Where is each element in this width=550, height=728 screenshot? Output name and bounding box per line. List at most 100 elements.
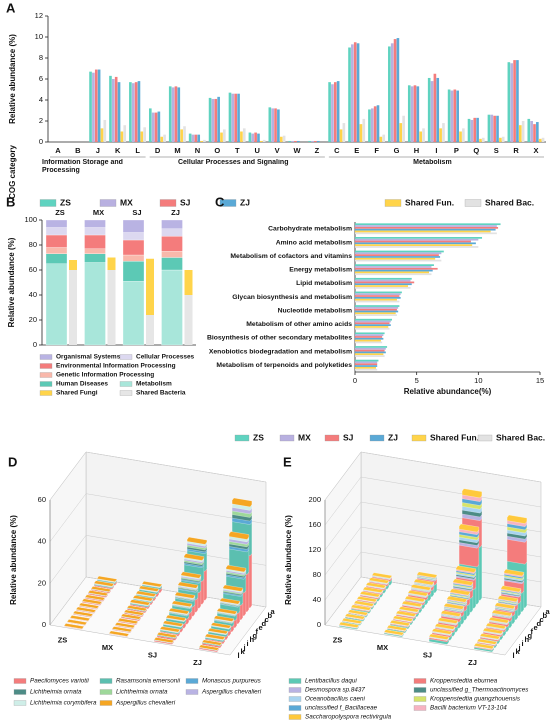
category-label: Nucleotide metabolism <box>278 307 352 314</box>
bar <box>541 137 545 142</box>
bar-segment <box>461 488 483 499</box>
bar <box>430 81 434 142</box>
row-label: f <box>531 627 534 636</box>
bar <box>390 43 394 142</box>
bar-segment <box>401 600 423 607</box>
stacked-segment <box>84 262 106 346</box>
bar-segment <box>201 639 223 646</box>
bar-segment <box>344 613 366 620</box>
legend-swatch <box>13 700 27 706</box>
bar <box>163 134 166 142</box>
bar <box>257 133 260 142</box>
bar-segment <box>389 620 411 626</box>
bar-segment <box>66 619 88 625</box>
stacked-segment <box>45 263 68 346</box>
bar-segment <box>446 596 468 603</box>
row-label: d <box>262 619 267 628</box>
category-group-label: Cellular Processes and Signaling <box>177 159 289 166</box>
grid-line <box>49 493 267 542</box>
bar <box>177 87 181 142</box>
legend-label: Paecilomyces variotii <box>30 678 89 685</box>
row-label: l <box>513 651 515 660</box>
bar <box>103 119 107 142</box>
bar-segment <box>219 597 241 605</box>
x-tick-label: 5 <box>415 376 419 385</box>
legend-label: Shared Bac. <box>485 197 534 207</box>
legend-label: Shared Bacteria <box>136 390 186 397</box>
y-tick-label: 40 <box>313 595 321 604</box>
bar <box>214 98 218 142</box>
bar <box>274 108 277 142</box>
legend-swatch <box>99 199 117 207</box>
bar-segment <box>365 582 387 589</box>
bar <box>470 119 474 142</box>
shared-segment <box>184 295 193 345</box>
x-tick-label: N <box>195 146 200 155</box>
legend-label: ZS <box>253 432 264 442</box>
x-tick-label: 0 <box>353 376 357 385</box>
bar-segment <box>225 564 247 573</box>
bar-segment <box>452 578 474 586</box>
bar <box>355 332 385 335</box>
stacked-segment <box>161 236 183 252</box>
legend-swatch <box>413 687 427 693</box>
legend-label: Organismal Systems <box>56 354 121 361</box>
bar <box>536 122 539 142</box>
stacked-segment <box>45 219 68 228</box>
legend-label: Cellular Processes <box>136 354 195 361</box>
x-tick-label: S <box>494 146 499 155</box>
legend-label: SJ <box>343 432 354 442</box>
bar <box>120 131 124 142</box>
bar-segment <box>87 590 109 596</box>
bar <box>355 279 411 282</box>
bar <box>433 73 437 142</box>
y-tick-label: 4 <box>39 95 43 104</box>
bar <box>447 89 451 142</box>
bar <box>117 82 121 142</box>
bar <box>379 136 383 142</box>
group-label: SJ <box>148 651 157 660</box>
bar <box>355 336 383 338</box>
bar <box>240 131 243 142</box>
x-tick-label: R <box>513 146 519 155</box>
bar <box>355 359 379 362</box>
bar <box>203 139 206 142</box>
x-tick-label: H <box>414 146 419 155</box>
bar-segment <box>180 571 202 579</box>
category-group-label: Metabolism <box>413 159 452 166</box>
bar <box>388 46 391 143</box>
bar <box>157 111 161 142</box>
category-label: Metabolism of other amino acids <box>246 321 352 328</box>
bar-segment <box>141 581 163 588</box>
x-tick-label: Q <box>473 146 479 155</box>
bar <box>140 131 144 142</box>
bar-segment <box>210 622 232 629</box>
bar <box>331 84 334 142</box>
bar <box>348 47 351 142</box>
bar <box>416 86 420 142</box>
row-label: i <box>522 639 524 648</box>
bar <box>439 128 442 142</box>
bar-segment <box>473 643 495 649</box>
legend-swatch <box>39 381 53 387</box>
bar <box>254 132 257 142</box>
bar <box>191 134 195 142</box>
bar <box>518 125 522 142</box>
bar-segment <box>398 606 420 613</box>
bar-segment <box>497 595 519 602</box>
bar-segment <box>93 580 115 587</box>
category-label: Lipid metabolism <box>296 280 352 287</box>
bar-segment <box>338 622 360 628</box>
legend-label: Shared Fun. <box>405 197 454 207</box>
legend-label: Bacilli bacterium VT-13-104 <box>430 705 507 712</box>
bar <box>183 126 186 142</box>
legend-swatch <box>39 372 53 378</box>
legend-label: Shared Bac. <box>496 432 545 442</box>
legend-label: ZJ <box>388 432 398 442</box>
x-tick-label: J <box>96 146 100 155</box>
bar-segment <box>168 608 190 615</box>
legend-label: Lichtheimia ornata <box>116 689 168 696</box>
stacked-segment <box>45 227 68 236</box>
bar <box>355 305 400 307</box>
